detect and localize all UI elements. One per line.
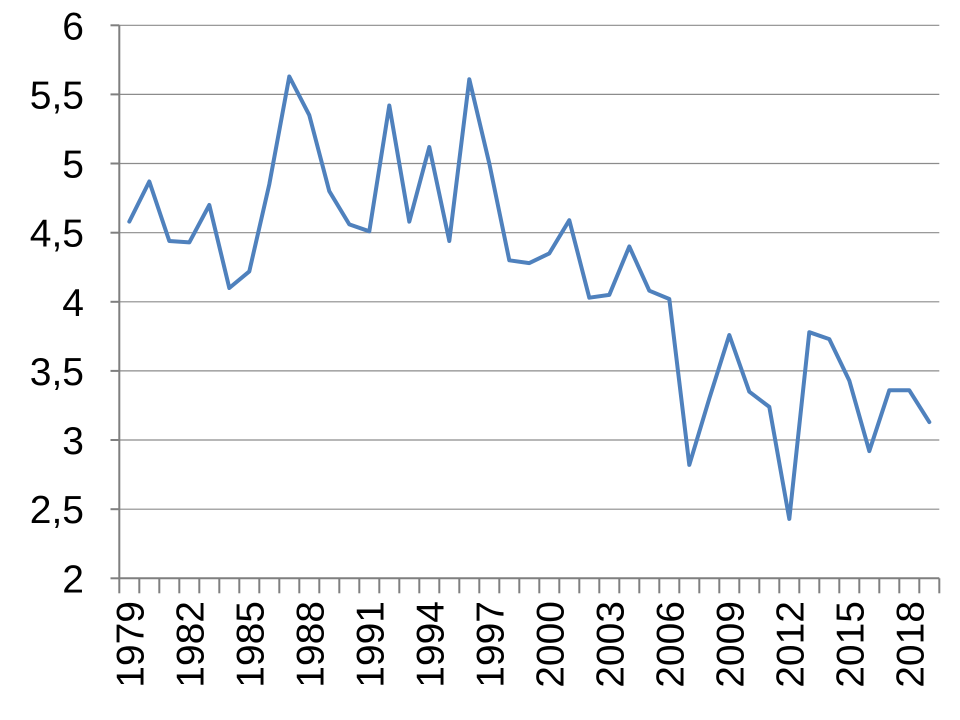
y-axis-tick-label: 2 bbox=[62, 558, 84, 601]
x-axis-tick-label: 1979 bbox=[109, 601, 152, 688]
y-axis-tick-label: 4 bbox=[62, 282, 84, 325]
x-axis-tick-label: 1985 bbox=[229, 601, 272, 688]
x-axis-tick-label: 1991 bbox=[349, 601, 392, 688]
x-axis-tick-label: 2018 bbox=[889, 601, 932, 688]
x-axis-tick-label: 1994 bbox=[409, 601, 452, 688]
x-axis-tick-label: 1982 bbox=[169, 601, 212, 688]
y-axis-tick-label: 3,5 bbox=[30, 351, 84, 394]
x-axis-tick-label: 1988 bbox=[289, 601, 332, 688]
y-axis-tick-label: 4,5 bbox=[30, 213, 84, 256]
x-axis-tick-label: 2003 bbox=[589, 601, 632, 688]
x-axis-tick-label: 2015 bbox=[829, 601, 872, 688]
y-axis-tick-label: 5,5 bbox=[30, 74, 84, 117]
x-axis-tick-label: 2006 bbox=[649, 601, 692, 688]
y-axis-tick-label: 5 bbox=[62, 144, 84, 187]
y-axis-tick-label: 6 bbox=[62, 5, 84, 48]
x-axis-tick-label: 2009 bbox=[709, 601, 752, 688]
y-axis-tick-label: 2,5 bbox=[30, 489, 84, 532]
y-axis-tick-label: 3 bbox=[62, 420, 84, 463]
x-axis-tick-label: 2000 bbox=[529, 601, 572, 688]
x-axis-tick-label: 1997 bbox=[469, 601, 512, 688]
x-axis-tick-label: 2012 bbox=[769, 601, 812, 688]
data-series-line bbox=[127, 74, 932, 521]
